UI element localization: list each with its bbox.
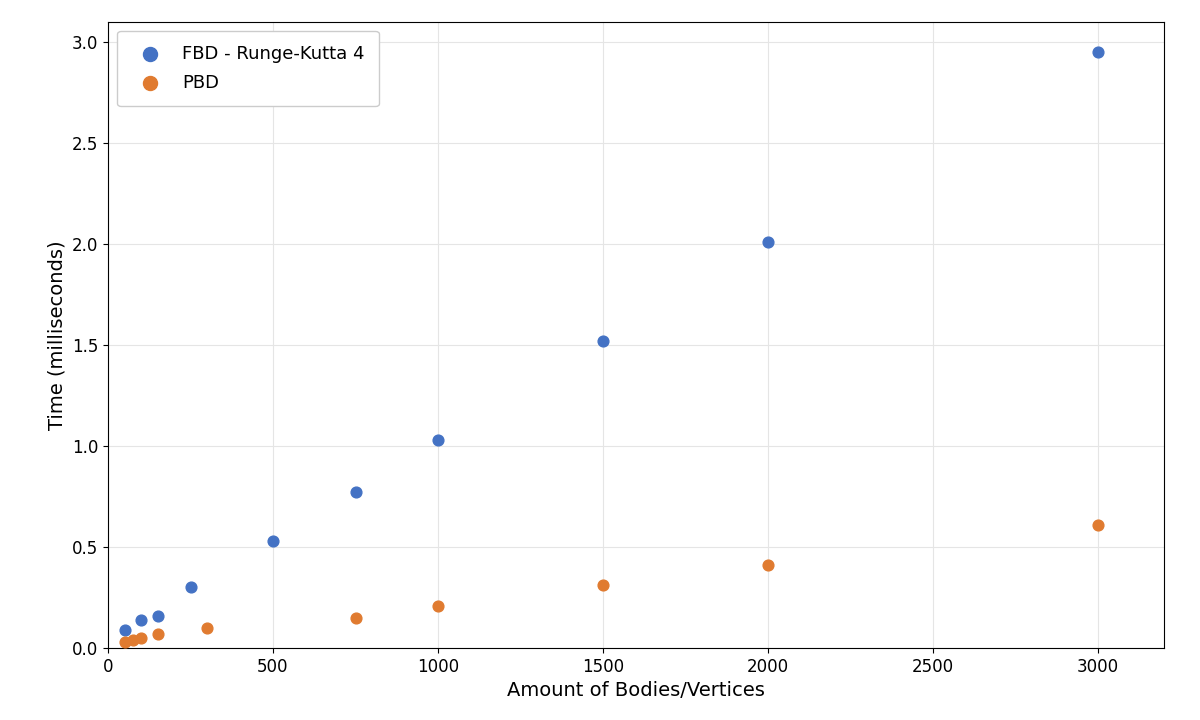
PBD [148,628,167,639]
FBD - Runge-Kutta 4 [758,236,778,248]
PBD [197,622,217,634]
FBD - Runge-Kutta 4 [594,335,613,346]
PBD [124,634,143,646]
FBD - Runge-Kutta 4 [181,582,200,593]
FBD - Runge-Kutta 4 [1088,46,1108,58]
Legend: FBD - Runge-Kutta 4, PBD: FBD - Runge-Kutta 4, PBD [118,31,379,107]
X-axis label: Amount of Bodies/Vertices: Amount of Bodies/Vertices [508,681,764,701]
PBD [132,632,151,644]
FBD - Runge-Kutta 4 [264,535,283,546]
FBD - Runge-Kutta 4 [428,434,448,446]
PBD [428,600,448,611]
PBD [758,559,778,571]
Y-axis label: Time (milliseconds): Time (milliseconds) [47,240,66,430]
PBD [1088,519,1108,531]
FBD - Runge-Kutta 4 [346,487,365,498]
FBD - Runge-Kutta 4 [115,624,134,636]
PBD [115,636,134,648]
PBD [594,580,613,591]
PBD [346,612,365,624]
FBD - Runge-Kutta 4 [132,614,151,626]
FBD - Runge-Kutta 4 [148,610,167,621]
